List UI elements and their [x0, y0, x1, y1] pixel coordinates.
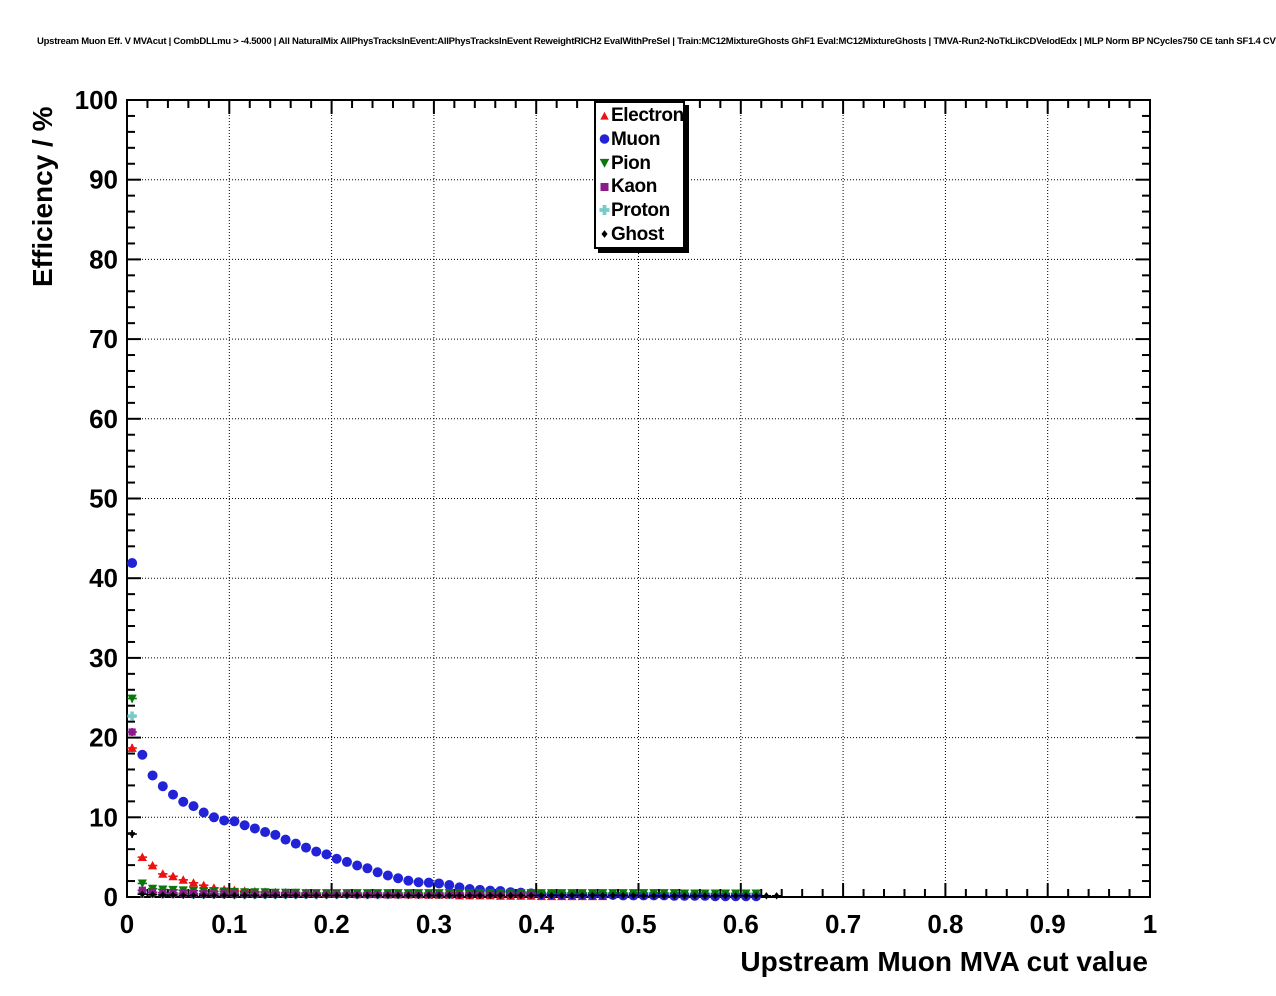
y-tick-label: 90 — [89, 165, 118, 195]
legend-label: Pion — [611, 152, 651, 174]
x-tick-label: 1 — [1143, 909, 1157, 939]
x-tick-label: 0.6 — [723, 909, 759, 939]
y-tick-label: 10 — [89, 802, 118, 832]
grid-lines — [127, 100, 1150, 897]
x-tick-label: 0.1 — [211, 909, 247, 939]
x-tick-label: 0 — [120, 909, 134, 939]
diamond-icon — [598, 227, 611, 241]
square-icon — [598, 180, 611, 194]
series-pion — [127, 694, 761, 899]
axis-ticks — [126, 99, 1151, 898]
y-tick-label: 80 — [89, 244, 118, 274]
plot-title: Upstream Muon Eff. V MVAcut | CombDLLmu … — [37, 36, 1276, 47]
series-kaon — [127, 728, 536, 899]
x-tick-label: 0.2 — [314, 909, 350, 939]
circle-icon — [598, 132, 611, 146]
series-electron — [127, 743, 608, 901]
legend-entry-muon: Muon — [598, 128, 683, 151]
legend-box: Electron Muon Pion Kaon Proton Ghost — [594, 101, 685, 249]
legend-entry-proton: Proton — [598, 199, 683, 222]
series-muon — [127, 558, 762, 902]
y-tick-label: 30 — [89, 643, 118, 673]
tick-labels: 0 0.1 0.2 0.3 0.4 0.5 0.6 0.7 0.8 0.9 101020304050… — [75, 85, 1158, 939]
y-tick-label: 100 — [75, 85, 118, 115]
triangle-down-icon — [598, 156, 611, 170]
x-tick-label: 0.8 — [927, 909, 963, 939]
triangle-up-icon — [598, 109, 611, 123]
legend-label: Muon — [611, 128, 661, 150]
x-tick-label: 0.5 — [620, 909, 656, 939]
y-axis-title: Efficiency / % — [27, 106, 58, 287]
y-tick-label: 50 — [89, 484, 118, 514]
y-tick-label: 60 — [89, 404, 118, 434]
cross-icon — [598, 203, 611, 217]
y-tick-label: 0 — [104, 882, 118, 912]
y-tick-label: 20 — [89, 723, 118, 753]
series-proton — [127, 711, 454, 900]
x-tick-label: 0.4 — [518, 909, 555, 939]
x-tick-label: 0.7 — [825, 909, 861, 939]
legend-label: Electron — [611, 105, 684, 127]
y-tick-label: 70 — [89, 324, 118, 354]
x-axis-title: Upstream Muon MVA cut value — [740, 946, 1148, 977]
y-tick-label: 40 — [89, 563, 118, 593]
legend-entry-electron: Electron — [598, 104, 684, 127]
legend-entry-kaon: Kaon — [598, 175, 683, 198]
legend-entry-pion: Pion — [598, 152, 683, 175]
legend-label: Ghost — [611, 223, 664, 245]
x-tick-label: 0.3 — [416, 909, 452, 939]
legend-label: Kaon — [611, 176, 657, 198]
series-ghost — [127, 830, 782, 900]
legend-label: Proton — [611, 199, 670, 221]
x-tick-label: 0.9 — [1030, 909, 1066, 939]
legend-entry-ghost: Ghost — [598, 223, 683, 246]
